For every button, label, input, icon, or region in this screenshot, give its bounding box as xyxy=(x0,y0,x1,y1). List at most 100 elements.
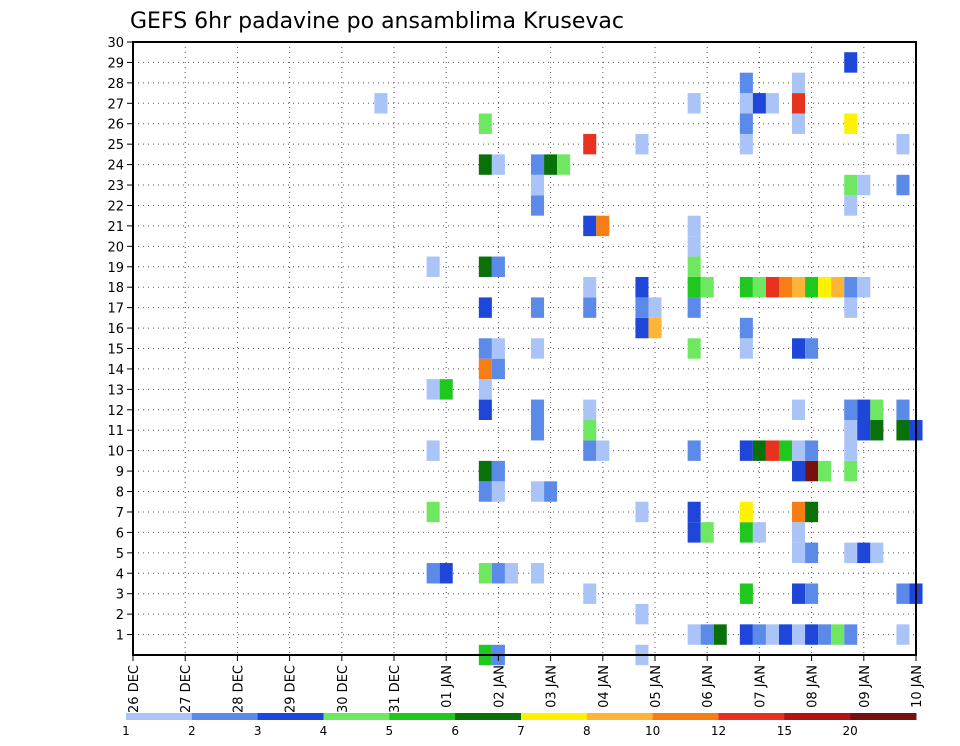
y-tick-label: 22 xyxy=(107,199,124,214)
heatmap-cell xyxy=(805,440,819,461)
heatmap-cell xyxy=(544,481,558,502)
colorbar-segment xyxy=(652,713,719,720)
colorbar-label: 3 xyxy=(254,724,262,738)
heatmap-cell xyxy=(491,256,505,277)
heatmap-cell xyxy=(426,440,440,461)
colorbar-label: 15 xyxy=(777,724,792,738)
heatmap-cell xyxy=(752,522,766,543)
heatmap-cell xyxy=(478,460,492,482)
colorbar-segment xyxy=(784,713,851,720)
y-tick-label: 23 xyxy=(107,179,124,194)
heatmap-cell xyxy=(687,215,701,237)
heatmap-cell xyxy=(844,460,858,482)
heatmap-cell xyxy=(491,481,505,502)
heatmap-cell xyxy=(752,276,766,298)
heatmap-cell xyxy=(478,338,492,359)
heatmap-cell xyxy=(857,174,871,196)
y-tick-label: 27 xyxy=(107,97,124,112)
y-tick-label: 7 xyxy=(116,506,124,521)
y-tick-label: 4 xyxy=(116,567,124,582)
heatmap-cell xyxy=(635,317,649,339)
heatmap-cell xyxy=(478,256,492,277)
heatmap-cell xyxy=(844,624,858,645)
heatmap-cell xyxy=(792,522,806,543)
heatmap-cell xyxy=(792,72,806,94)
heatmap-cell xyxy=(426,563,440,584)
y-tick-label: 9 xyxy=(116,465,124,480)
heatmap-cell xyxy=(870,420,884,441)
y-tick-label: 17 xyxy=(107,302,124,317)
chart-title: GEFS 6hr padavine po ansamblima Krusevac xyxy=(130,9,624,34)
heatmap-cell xyxy=(896,420,910,441)
y-tick-label: 1 xyxy=(116,629,124,644)
heatmap-cell xyxy=(818,624,832,645)
colorbar-label: 20 xyxy=(843,724,858,738)
heatmap-cell xyxy=(596,440,610,461)
heatmap-cell xyxy=(739,72,753,94)
heatmap-cell xyxy=(896,399,910,421)
heatmap-cell xyxy=(531,195,545,216)
heatmap-cell xyxy=(792,624,806,645)
heatmap-cell xyxy=(478,563,492,584)
heatmap-cell xyxy=(531,481,545,502)
heatmap-cell xyxy=(739,624,753,645)
colorbar-segment xyxy=(521,713,588,720)
heatmap-cell xyxy=(896,624,910,645)
x-tick-label: 30 DEC xyxy=(336,665,351,713)
heatmap-cell xyxy=(374,93,388,114)
heatmap-cell xyxy=(896,174,910,196)
heatmap-cell xyxy=(739,317,753,339)
heatmap-cell xyxy=(531,297,545,318)
heatmap-cell xyxy=(635,276,649,298)
heatmap-cell xyxy=(792,583,806,604)
heatmap-cell xyxy=(583,583,597,604)
colorbar-segment xyxy=(191,713,259,720)
y-tick-label: 3 xyxy=(116,588,124,603)
x-tick-label: 03 JAN xyxy=(545,665,560,708)
y-tick-label: 18 xyxy=(107,281,124,296)
heatmap-cell xyxy=(687,501,701,523)
heatmap-cell xyxy=(635,133,649,155)
colorbar-segment xyxy=(455,713,522,720)
heatmap-cell xyxy=(844,113,858,134)
heatmap-cell xyxy=(765,624,779,645)
heatmap-cell xyxy=(478,154,492,175)
colorbar-label: 10 xyxy=(645,724,660,738)
heatmap-cell xyxy=(739,583,753,604)
heatmap-cell xyxy=(478,113,492,134)
heatmap-cell xyxy=(792,338,806,359)
x-tick-label: 26 DEC xyxy=(127,665,142,713)
heatmap-cell xyxy=(739,276,753,298)
heatmap-cell xyxy=(805,276,819,298)
heatmap-cell xyxy=(491,563,505,584)
cells-layer xyxy=(374,52,923,666)
heatmap-cell xyxy=(557,154,571,175)
x-tick-label: 08 JAN xyxy=(806,665,821,708)
y-tick-label: 29 xyxy=(107,56,124,71)
heatmap-cell xyxy=(583,297,597,318)
heatmap-cell xyxy=(531,563,545,584)
heatmap-cell xyxy=(752,624,766,645)
heatmap-cell xyxy=(857,542,871,564)
y-tick-label: 11 xyxy=(107,424,124,439)
heatmap-cell xyxy=(805,583,819,604)
heatmap-cell xyxy=(583,420,597,441)
heatmap-cell xyxy=(687,276,701,298)
heatmap-cell xyxy=(531,174,545,196)
x-tick-label: 29 DEC xyxy=(284,665,299,713)
heatmap-cell xyxy=(752,93,766,114)
heatmap-cell xyxy=(857,276,871,298)
heatmap-cell xyxy=(792,460,806,482)
y-axis: 1234567891011121314151617181920212223242… xyxy=(107,36,133,644)
colorbar-segment xyxy=(586,713,654,720)
heatmap-cell xyxy=(635,603,649,625)
heatmap-cell xyxy=(805,624,819,645)
heatmap-cell xyxy=(844,276,858,298)
x-tick-label: 27 DEC xyxy=(179,665,194,713)
heatmap-cell xyxy=(700,276,714,298)
heatmap-cell xyxy=(531,338,545,359)
heatmap-cell xyxy=(831,276,845,298)
heatmap-cell xyxy=(648,297,662,318)
heatmap-cell xyxy=(478,297,492,318)
